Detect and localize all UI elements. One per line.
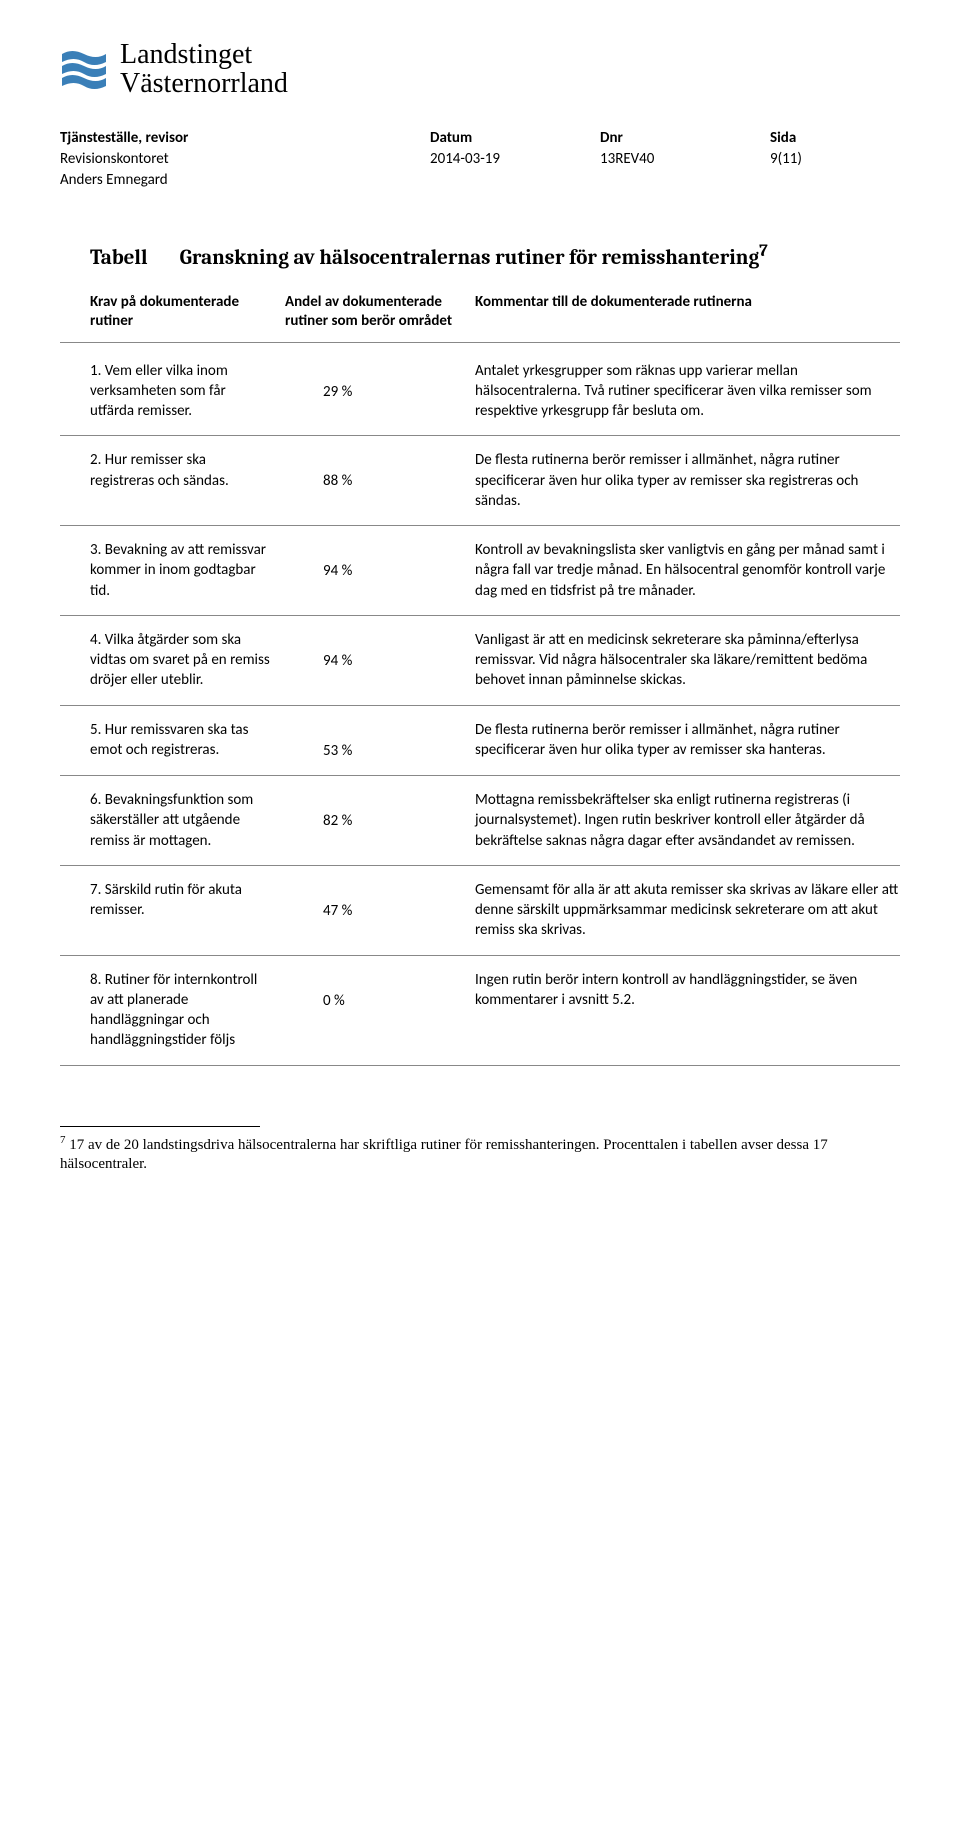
table-row: 8. Rutiner för internkontroll av att pla… xyxy=(60,956,900,1066)
cell-requirement: 8. Rutiner för internkontroll av att pla… xyxy=(90,970,285,1051)
hdr-label-dnr: Dnr xyxy=(600,129,770,149)
cell-comment: Gemensamt för alla är att akuta remisser… xyxy=(475,880,900,941)
hdr-date: 2014-03-19 xyxy=(430,150,600,170)
cell-requirement: 6. Bevakningsfunktion som säkerställer a… xyxy=(90,790,285,851)
cell-comment: Antalet yrkesgrupper som räknas upp vari… xyxy=(475,361,900,422)
cell-requirement: 4. Vilka åtgärder som ska vidtas om svar… xyxy=(90,630,285,691)
footnote-separator xyxy=(60,1126,260,1127)
table-body: 1. Vem eller vilka inom verksamheten som… xyxy=(60,347,900,1066)
col-header-3: Kommentar till de dokumenterade rutinern… xyxy=(475,293,900,332)
logo-icon xyxy=(60,42,108,97)
logo-line2: Västernorrland xyxy=(120,69,288,98)
col-header-1: Krav på dokumenterade rutiner xyxy=(90,293,285,332)
col-header-2: Andel av dokumenterade rutiner som berör… xyxy=(285,293,475,332)
cell-comment: Ingen rutin berör intern kontroll av han… xyxy=(475,970,900,1011)
cell-percentage: 88 % xyxy=(285,450,475,492)
cell-comment: Mottagna remissbekräftelser ska enligt r… xyxy=(475,790,900,851)
cell-requirement: 2. Hur remisser ska registreras och sänd… xyxy=(90,450,285,491)
cell-comment: Vanligast är att en medicinsk sekreterar… xyxy=(475,630,900,691)
table-row: 7. Särskild rutin för akuta remisser.47 … xyxy=(60,866,900,956)
hdr-label-page: Sida xyxy=(770,129,900,149)
cell-requirement: 3. Bevakning av att remissvar kommer in … xyxy=(90,540,285,601)
cell-percentage: 94 % xyxy=(285,630,475,672)
table-label: Tabell xyxy=(90,245,175,272)
footnote-marker: 7 xyxy=(60,1134,66,1146)
table-row: 3. Bevakning av att remissvar kommer in … xyxy=(60,526,900,616)
hdr-dnr: 13REV40 xyxy=(600,150,770,170)
cell-requirement: 5. Hur remissvaren ska tas emot och regi… xyxy=(90,720,285,761)
footnote-text: 17 av de 20 landstingsdriva hälsocentral… xyxy=(60,1137,828,1173)
hdr-office: Revisionskontoret xyxy=(60,150,430,170)
hdr-author: Anders Emnegard xyxy=(60,171,900,191)
table-row: 2. Hur remisser ska registreras och sänd… xyxy=(60,436,900,526)
footnote: 7 17 av de 20 landstingsdriva hälsocentr… xyxy=(60,1133,900,1175)
cell-comment: Kontroll av bevakningslista sker vanligt… xyxy=(475,540,900,601)
cell-percentage: 0 % xyxy=(285,970,475,1012)
hdr-page: 9(11) xyxy=(770,150,900,170)
hdr-label-office: Tjänsteställe, revisor xyxy=(60,129,430,149)
table-row: 5. Hur remissvaren ska tas emot och regi… xyxy=(60,706,900,777)
table-title-text: Granskning av hälsocentralernas rutiner … xyxy=(180,246,760,270)
logo-line1: Landstinget xyxy=(120,40,288,69)
logo-block: Landstinget Västernorrland xyxy=(60,40,900,99)
cell-percentage: 29 % xyxy=(285,361,475,403)
table-title-sup: 7 xyxy=(759,241,768,261)
cell-percentage: 53 % xyxy=(285,720,475,762)
doc-header-labels: Tjänsteställe, revisor Datum Dnr Sida xyxy=(60,129,900,149)
cell-comment: De flesta rutinerna berör remisser i all… xyxy=(475,450,900,511)
table-row: 6. Bevakningsfunktion som säkerställer a… xyxy=(60,776,900,866)
table-title: Tabell Granskning av hälsocentralernas r… xyxy=(60,240,900,272)
cell-percentage: 94 % xyxy=(285,540,475,582)
cell-requirement: 7. Särskild rutin för akuta remisser. xyxy=(90,880,285,921)
table-row: 4. Vilka åtgärder som ska vidtas om svar… xyxy=(60,616,900,706)
cell-requirement: 1. Vem eller vilka inom verksamheten som… xyxy=(90,361,285,422)
table-row: 1. Vem eller vilka inom verksamheten som… xyxy=(60,347,900,437)
logo-text: Landstinget Västernorrland xyxy=(120,40,288,99)
cell-percentage: 47 % xyxy=(285,880,475,922)
cell-percentage: 82 % xyxy=(285,790,475,832)
table-header-row: Krav på dokumenterade rutiner Andel av d… xyxy=(60,293,900,343)
doc-header-values: Revisionskontoret 2014-03-19 13REV40 9(1… xyxy=(60,150,900,170)
cell-comment: De flesta rutinerna berör remisser i all… xyxy=(475,720,900,761)
hdr-label-date: Datum xyxy=(430,129,600,149)
